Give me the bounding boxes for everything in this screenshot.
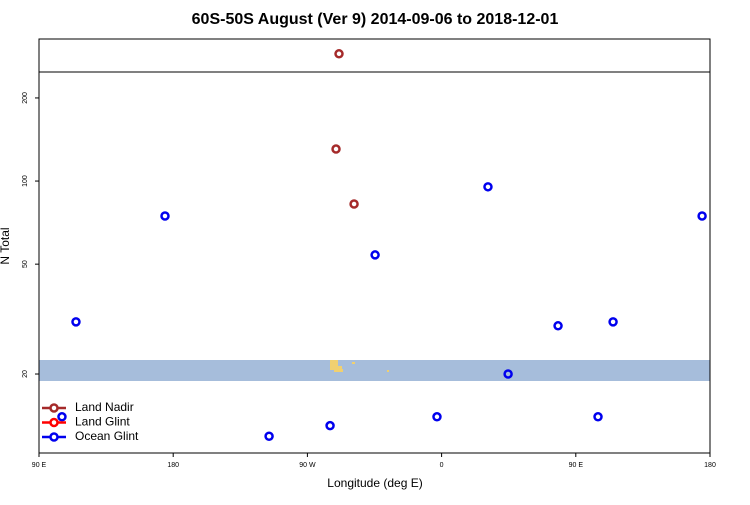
band xyxy=(39,360,710,381)
point xyxy=(57,412,67,422)
point xyxy=(553,321,563,331)
plot-frame xyxy=(38,38,711,454)
land-strip xyxy=(330,360,389,372)
y-tick-label: 20 xyxy=(22,370,29,378)
point xyxy=(608,317,618,327)
point xyxy=(593,412,603,422)
chart-title: 60S-50S August (Ver 9) 2014-09-06 to 201… xyxy=(192,11,559,28)
point xyxy=(432,412,442,422)
point xyxy=(331,144,341,154)
point xyxy=(697,211,707,221)
legend-label: Land Glint xyxy=(75,415,130,429)
y-tick-label: 200 xyxy=(22,92,29,104)
x-tick-label: 180 xyxy=(167,462,179,469)
legend-marker xyxy=(49,403,59,413)
legend-label: Ocean Glint xyxy=(75,429,139,443)
legend-marker xyxy=(49,417,59,428)
x-tick-label: 90 W xyxy=(299,462,316,469)
point xyxy=(503,369,513,379)
legend-label: Land Nadir xyxy=(75,400,134,414)
x-axis-label: Longitude (deg E) xyxy=(327,476,422,490)
legend-marker xyxy=(49,432,59,442)
point xyxy=(483,182,493,192)
x-tick-label: 180 xyxy=(704,462,716,469)
point xyxy=(325,420,335,431)
point xyxy=(370,250,380,260)
x-tick-label: 90 E xyxy=(569,462,584,469)
point xyxy=(160,211,170,221)
point xyxy=(334,49,344,59)
y-tick-label: 100 xyxy=(22,175,29,187)
x-tick-label: 0 xyxy=(440,462,444,469)
point xyxy=(71,317,81,327)
y-axis-label: N Total xyxy=(0,227,12,264)
point xyxy=(264,431,274,442)
x-tick-label: 90 E xyxy=(32,462,47,469)
point xyxy=(349,199,359,209)
y-tick-label: 50 xyxy=(22,260,29,268)
